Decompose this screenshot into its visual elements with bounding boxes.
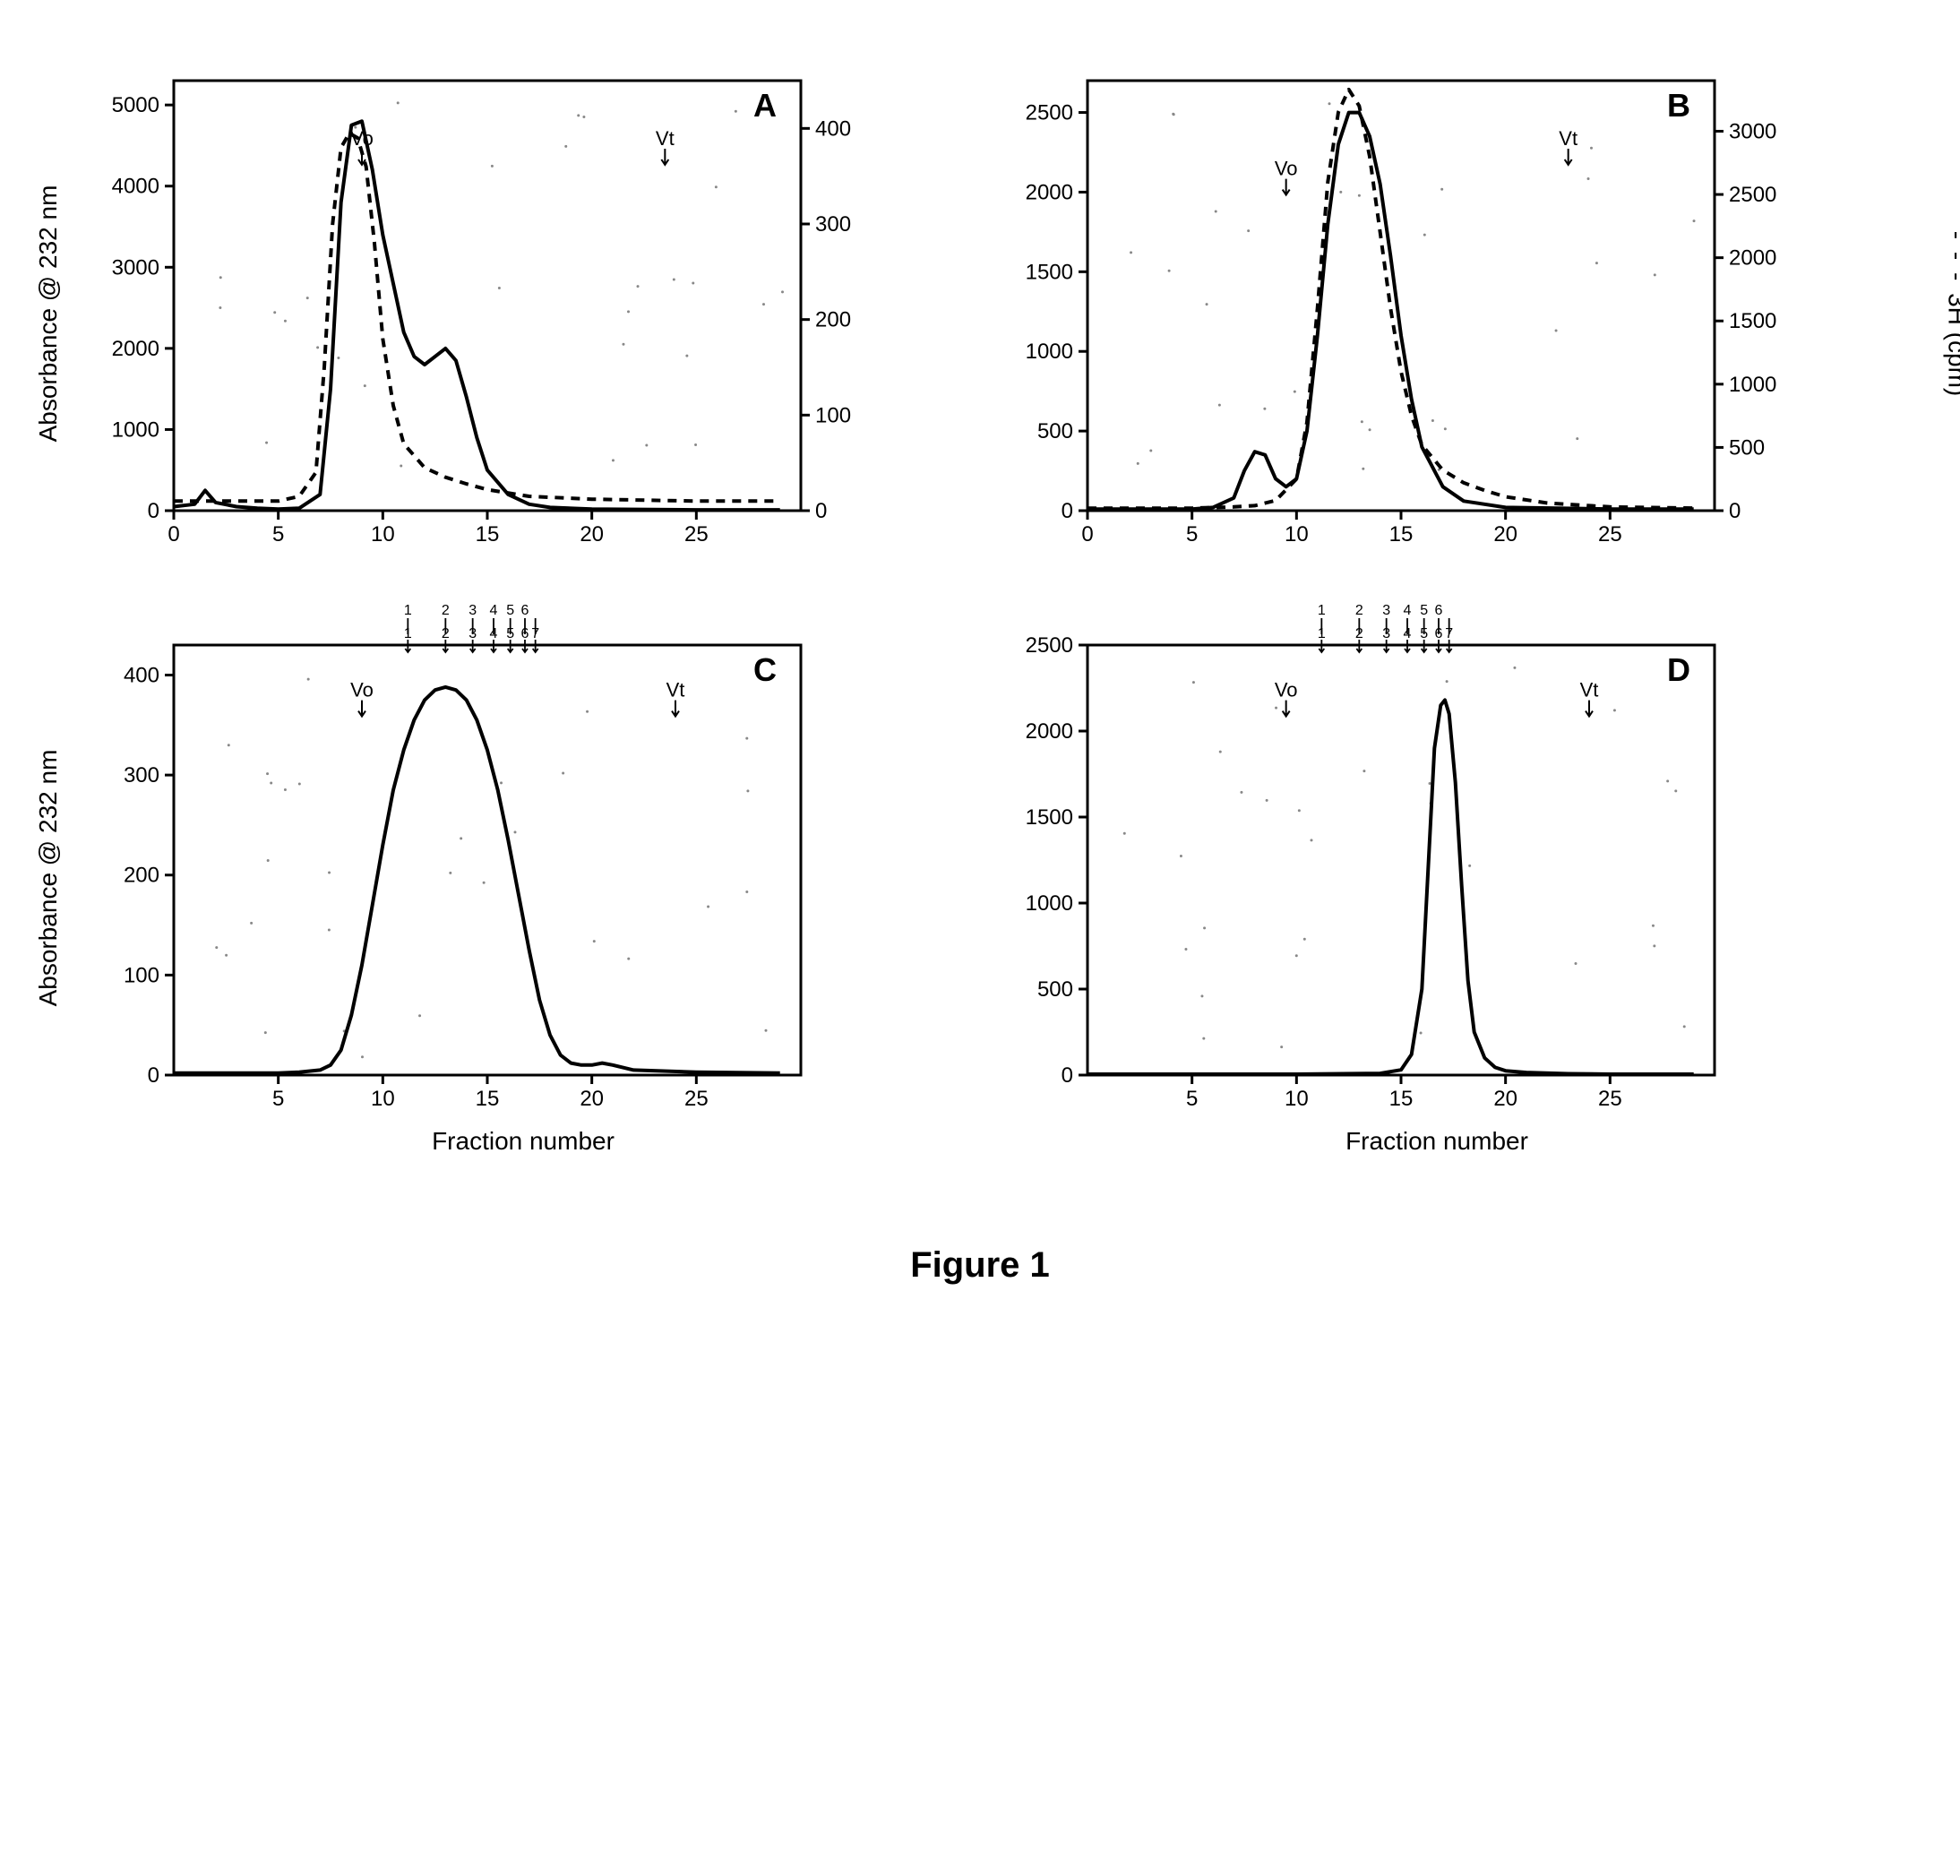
- svg-text:200: 200: [124, 864, 159, 888]
- svg-text:0: 0: [148, 1063, 159, 1088]
- svg-text:5: 5: [1186, 522, 1198, 546]
- svg-text:3000: 3000: [1729, 119, 1776, 143]
- svg-text:2500: 2500: [1026, 633, 1073, 658]
- svg-text:2: 2: [1355, 603, 1363, 618]
- svg-text:0: 0: [1062, 499, 1073, 523]
- panel-b: 0 5 10 15 20 25 0 500 1000 1500 2000 2500 0 500 1000 15…: [998, 36, 1876, 591]
- panel-d: 51015202505001000150020002500VoVt1122334…: [998, 600, 1876, 1156]
- chart-a: 0 5 10 15 20 25 0 1000 2000 3000 4000 5000 0 100 200 30…: [84, 36, 881, 555]
- svg-text:25: 25: [1598, 1087, 1622, 1111]
- panel-a: Absorbance @ 232 nm051015202501000200030…: [84, 36, 962, 591]
- svg-text:1000: 1000: [1026, 340, 1073, 364]
- svg-text:Vo: Vo: [1275, 679, 1298, 701]
- chart-b: 0 5 10 15 20 25 0 500 1000 1500 2000 2500 0 500 1000 15…: [998, 36, 1795, 555]
- svg-text:0: 0: [168, 522, 179, 546]
- svg-text:3: 3: [1382, 603, 1390, 618]
- svg-text:Vt: Vt: [1580, 679, 1599, 701]
- svg-text:Vo: Vo: [350, 679, 374, 701]
- svg-text:500: 500: [1037, 977, 1073, 1002]
- svg-text:1: 1: [404, 603, 412, 618]
- svg-text:300: 300: [815, 212, 851, 237]
- svg-text:10: 10: [371, 522, 395, 546]
- svg-text:200: 200: [815, 308, 851, 332]
- svg-text:1000: 1000: [112, 417, 159, 442]
- svg-text:5: 5: [506, 603, 514, 618]
- svg-text:20: 20: [1493, 1087, 1517, 1111]
- svg-text:2500: 2500: [1026, 101, 1073, 125]
- chart-d: 51015202505001000150020002500VoVt1122334…: [998, 600, 1741, 1120]
- panel-letter: C: [753, 651, 777, 688]
- svg-text:0: 0: [1062, 1063, 1073, 1088]
- y-axis-label-right: - - - 3H (cpm): [1942, 231, 1960, 396]
- svg-text:2: 2: [442, 603, 450, 618]
- svg-text:300: 300: [124, 763, 159, 787]
- svg-text:Vo: Vo: [1275, 158, 1298, 180]
- svg-text:20: 20: [1493, 522, 1517, 546]
- svg-text:5: 5: [1186, 1087, 1198, 1111]
- svg-text:0: 0: [148, 499, 159, 523]
- svg-text:15: 15: [476, 1087, 500, 1111]
- svg-text:4000: 4000: [112, 175, 159, 199]
- svg-text:400: 400: [815, 116, 851, 141]
- y-axis-label-left: Absorbance @ 232 nm: [34, 185, 63, 443]
- svg-text:Vt: Vt: [1559, 127, 1577, 150]
- svg-text:100: 100: [124, 963, 159, 987]
- svg-text:15: 15: [476, 522, 500, 546]
- svg-text:Vt: Vt: [656, 127, 675, 150]
- svg-text:10: 10: [1285, 522, 1309, 546]
- svg-text:6: 6: [1435, 603, 1443, 618]
- svg-text:5: 5: [272, 522, 284, 546]
- svg-text:1000: 1000: [1026, 891, 1073, 916]
- svg-text:1: 1: [1318, 603, 1326, 618]
- svg-text:3: 3: [469, 603, 477, 618]
- svg-text:2000: 2000: [1026, 180, 1073, 204]
- svg-text:3000: 3000: [112, 255, 159, 280]
- svg-text:25: 25: [684, 522, 709, 546]
- svg-text:1000: 1000: [1729, 373, 1776, 397]
- svg-text:5000: 5000: [112, 93, 159, 117]
- y-axis-label-left: Absorbance @ 232 nm: [34, 750, 63, 1007]
- svg-text:10: 10: [1285, 1087, 1309, 1111]
- chart-c: 5101520250100200300400VoVt1122334455667C: [84, 600, 828, 1120]
- svg-text:2000: 2000: [112, 337, 159, 361]
- svg-text:1500: 1500: [1026, 260, 1073, 284]
- figure-caption: Figure 1: [84, 1245, 1876, 1286]
- svg-text:0: 0: [1729, 499, 1741, 523]
- x-axis-label: Fraction number: [84, 1127, 962, 1156]
- svg-text:15: 15: [1389, 522, 1414, 546]
- svg-text:2000: 2000: [1729, 246, 1776, 271]
- svg-text:25: 25: [684, 1087, 709, 1111]
- svg-text:0: 0: [815, 499, 827, 523]
- svg-text:25: 25: [1598, 522, 1622, 546]
- svg-text:10: 10: [371, 1087, 395, 1111]
- svg-text:400: 400: [124, 663, 159, 687]
- svg-text:Vt: Vt: [666, 679, 685, 701]
- panel-letter: B: [1667, 87, 1690, 124]
- svg-text:1500: 1500: [1026, 805, 1073, 830]
- figure-container: Absorbance @ 232 nm051015202501000200030…: [84, 36, 1876, 1286]
- svg-text:20: 20: [580, 1087, 604, 1111]
- panel-c: Absorbance @ 232 nm510152025010020030040…: [84, 600, 962, 1156]
- svg-text:20: 20: [580, 522, 604, 546]
- svg-text:2500: 2500: [1729, 183, 1776, 207]
- svg-text:1500: 1500: [1729, 309, 1776, 333]
- panel-letter: D: [1667, 651, 1690, 688]
- panel-letter: A: [753, 87, 777, 124]
- panel-grid: Absorbance @ 232 nm051015202501000200030…: [84, 36, 1876, 1156]
- svg-text:5: 5: [272, 1087, 284, 1111]
- svg-text:0: 0: [1081, 522, 1093, 546]
- svg-text:5: 5: [1420, 603, 1428, 618]
- svg-text:Vo: Vo: [350, 127, 374, 150]
- x-axis-label: Fraction number: [998, 1127, 1876, 1156]
- svg-text:4: 4: [490, 603, 498, 618]
- svg-text:2000: 2000: [1026, 719, 1073, 744]
- svg-text:6: 6: [521, 603, 529, 618]
- svg-text:500: 500: [1729, 435, 1765, 460]
- svg-text:100: 100: [815, 403, 851, 427]
- svg-text:500: 500: [1037, 419, 1073, 443]
- svg-text:4: 4: [1404, 603, 1412, 618]
- svg-text:15: 15: [1389, 1087, 1414, 1111]
